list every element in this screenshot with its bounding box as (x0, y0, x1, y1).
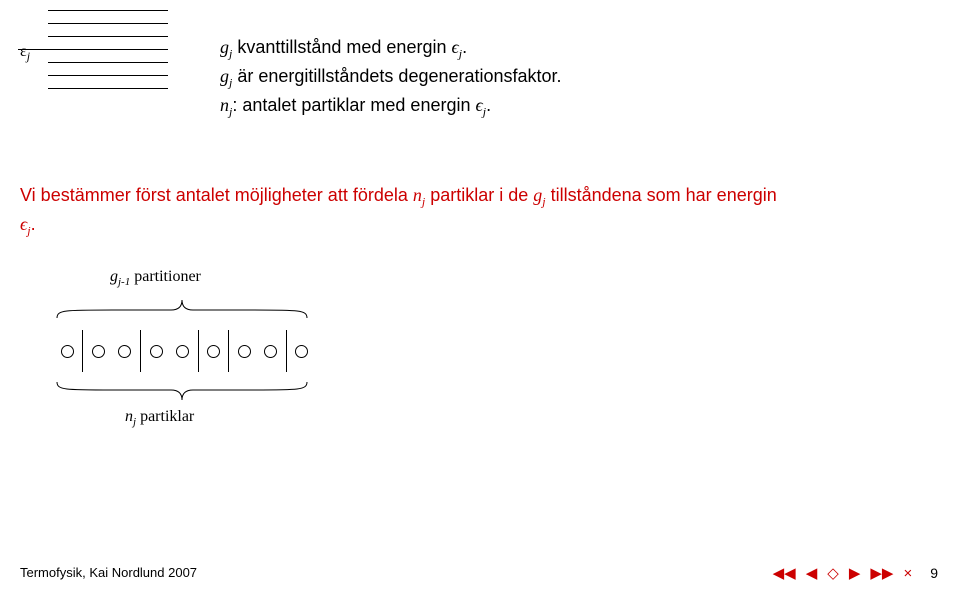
particle-icon (207, 345, 220, 358)
nav-last-icon[interactable]: ▶▶ (870, 564, 893, 582)
energy-level-line (48, 23, 168, 24)
energy-level-line (48, 75, 168, 76)
explain-line-3: nj: antalet partiklar med energin ϵj. (220, 92, 562, 121)
epsilon-symbol: ε (20, 43, 27, 60)
partition-boxes (53, 330, 316, 372)
energy-level-line (48, 36, 168, 37)
particle-icon (295, 345, 308, 358)
energy-level-line (48, 88, 168, 89)
energy-level-symbol: εj (20, 43, 30, 64)
explain-line-2: gj är energitillståndets degenerationsfa… (220, 63, 562, 92)
epsilon-subscript: j (27, 49, 30, 63)
brace-top-icon (53, 296, 311, 322)
partitions-label: gj-1 partitioner (110, 268, 201, 288)
particle-icon (238, 345, 251, 358)
partition-box (140, 330, 198, 372)
nav-controls: ◀◀ ◀ ◇ ▶ ▶▶ × 9 (773, 564, 938, 582)
explanation-block: gj kvanttillstånd med energin ϵj. gj är … (220, 34, 562, 122)
page-number: 9 (930, 565, 938, 581)
particle-icon (150, 345, 163, 358)
partition-box (53, 330, 82, 372)
particle-icon (176, 345, 189, 358)
nav-close-icon[interactable]: × (903, 565, 912, 582)
particles-label: nj partiklar (125, 408, 194, 428)
energy-level-lines (48, 10, 168, 89)
partition-box (228, 330, 286, 372)
energy-level-line (48, 10, 168, 11)
partition-box (286, 330, 316, 372)
energy-level-line (18, 49, 168, 50)
partition-box (82, 330, 140, 372)
brace-bottom-icon (53, 378, 311, 404)
main-sentence: Vi bestämmer först antalet möjligheter a… (20, 182, 930, 240)
particle-icon (118, 345, 131, 358)
energy-level-line (48, 62, 168, 63)
footer-text: Termofysik, Kai Nordlund 2007 (20, 565, 197, 580)
nav-diamond-icon[interactable]: ◇ (827, 564, 839, 582)
explain-line-1: gj kvanttillstånd med energin ϵj. (220, 34, 562, 63)
particle-icon (92, 345, 105, 358)
nav-first-icon[interactable]: ◀◀ (773, 564, 796, 582)
particle-icon (264, 345, 277, 358)
particle-icon (61, 345, 74, 358)
nav-next-icon[interactable]: ▶ (849, 564, 861, 582)
nav-prev-icon[interactable]: ◀ (806, 564, 818, 582)
partition-box (198, 330, 228, 372)
